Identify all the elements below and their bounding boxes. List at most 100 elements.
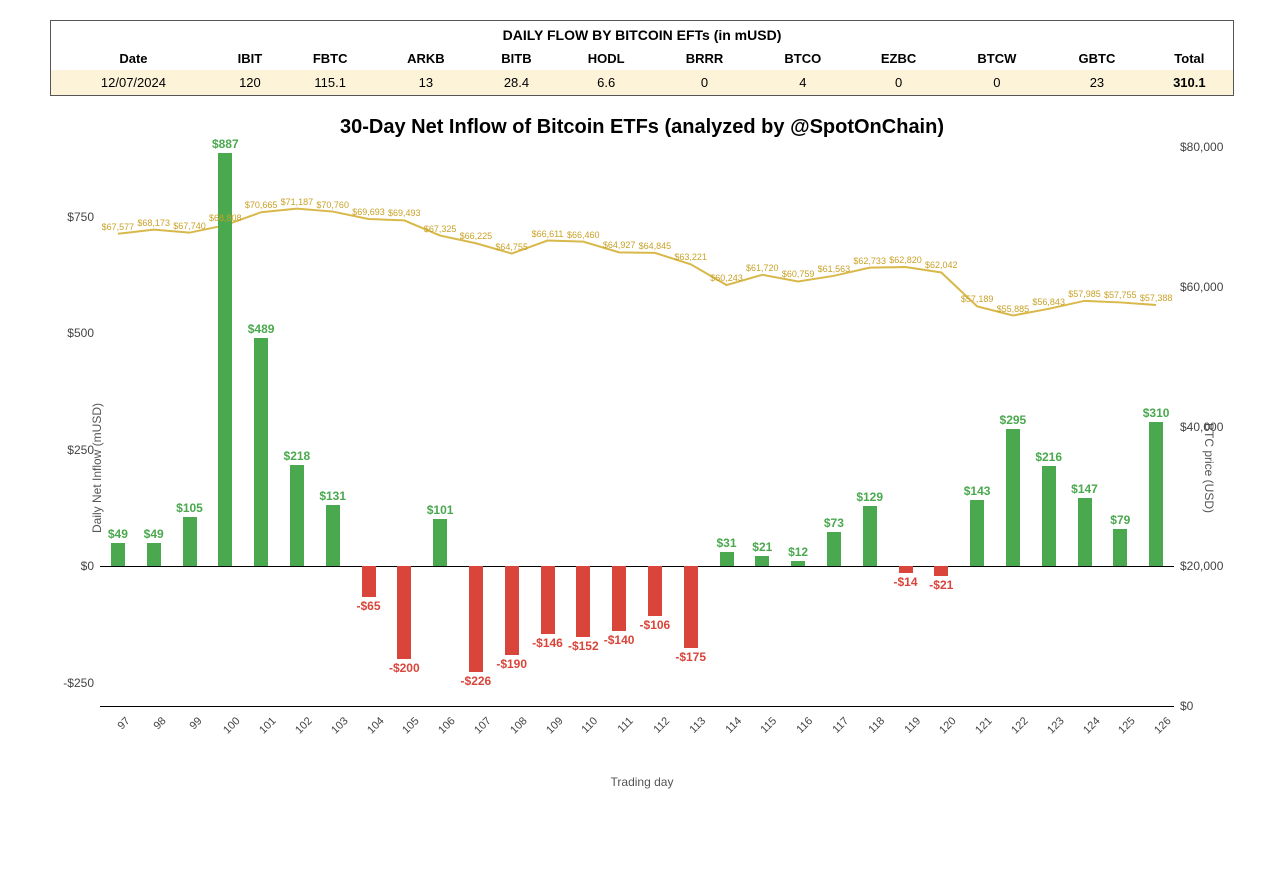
btc-price-label: $68,808 [209,213,242,223]
x-tick: 115 [759,715,780,736]
x-tick: 109 [544,715,565,736]
inflow-bar-label: -$65 [356,599,380,613]
col-arkb: ARKB [376,47,475,70]
table-title: DAILY FLOW BY BITCOIN EFTs (in mUSD) [51,21,1233,47]
inflow-bar-label: $105 [176,501,203,515]
btc-price-label: $56,843 [1032,297,1065,307]
zero-line [100,566,1174,567]
col-btcw: BTCW [946,47,1049,70]
cell-brrr: 0 [655,70,754,95]
y1-tick: $750 [67,210,94,224]
x-tick: 119 [902,715,923,736]
inflow-bar-label: $49 [108,527,128,541]
btc-price-label: $57,985 [1068,289,1101,299]
inflow-bar [791,561,805,567]
x-tick: 97 [115,715,132,732]
inflow-bar-label: -$152 [568,639,599,653]
btc-price-label: $57,189 [961,294,994,304]
col-total: Total [1146,47,1233,70]
btc-price-label: $66,225 [460,231,493,241]
cell-date: 12/07/2024 [51,70,216,95]
inflow-bar-label: $49 [144,527,164,541]
x-tick: 121 [973,715,994,736]
x-tick: 122 [1009,715,1030,736]
inflow-bar [1113,529,1127,566]
inflow-bar-label: -$146 [532,636,563,650]
btc-price-label: $69,493 [388,208,421,218]
inflow-bar-label: $310 [1143,406,1170,420]
x-tick: 112 [651,715,672,736]
inflow-bar [505,566,519,655]
y1-ticks: -$250$0$250$500$750 [40,147,100,707]
btc-price-label: $55,885 [997,304,1030,314]
inflow-bar-label: $73 [824,516,844,530]
btc-price-label: $62,820 [889,255,922,265]
btc-price-label: $66,611 [532,229,564,239]
btc-price-label: $60,759 [782,269,815,279]
inflow-bar-label: -$140 [604,633,635,647]
inflow-bar-label: $489 [248,322,275,336]
x-tick: 110 [580,715,601,736]
inflow-bar [469,566,483,671]
inflow-bar [1078,498,1092,566]
col-btco: BTCO [754,47,851,70]
y2-tick: $40,000 [1180,420,1223,434]
y2-tick: $80,000 [1180,140,1223,154]
x-tick: 125 [1116,715,1137,736]
btc-price-polyline [118,209,1156,316]
x-tick: 102 [293,715,314,736]
inflow-bar-label: -$200 [389,661,420,675]
inflow-bar [1042,466,1056,567]
inflow-bar [1006,429,1020,566]
x-tick: 111 [616,715,636,735]
inflow-bar-label: $147 [1071,482,1098,496]
inflow-bar [827,532,841,566]
cell-btcw: 0 [946,70,1049,95]
inflow-bar [576,566,590,637]
btc-price-label: $57,755 [1104,290,1137,300]
inflow-bar [326,505,340,566]
col-gbtc: GBTC [1048,47,1145,70]
inflow-bar-label: $295 [1000,413,1027,427]
inflow-bar [612,566,626,631]
x-tick: 100 [221,715,242,736]
btc-price-label: $63,221 [674,252,707,262]
inflow-bar [648,566,662,615]
inflow-bar-label: $887 [212,137,239,151]
x-tick: 116 [794,715,815,736]
inflow-bar-label: $12 [788,545,808,559]
cell-ibit: 120 [216,70,284,95]
inflow-bar [684,566,698,648]
y1-tick: $0 [81,559,94,573]
y2-tick: $60,000 [1180,280,1223,294]
inflow-bar [720,552,734,566]
table-header-row: Date IBIT FBTC ARKB BITB HODL BRRR BTCO … [51,47,1233,70]
inflow-bar [290,465,304,567]
chart-plot-area: $49$49$105$887$489$218$131-$65-$200$101-… [100,147,1174,707]
inflow-bar [1149,422,1163,566]
table-row: 12/07/2024 120 115.1 13 28.4 6.6 0 4 0 0… [51,70,1233,95]
inflow-bar-label: -$190 [496,657,527,671]
inflow-bar-label: $218 [284,449,311,463]
inflow-bar [111,543,125,566]
inflow-bar-label: -$106 [640,618,671,632]
x-tick: 120 [937,715,958,736]
y2-ticks: $0$20,000$40,000$60,000$80,000 [1174,147,1244,707]
btc-price-label: $68,173 [137,218,170,228]
flow-table: Date IBIT FBTC ARKB BITB HODL BRRR BTCO … [51,47,1233,95]
x-tick: 108 [508,715,529,736]
x-tick: 101 [257,715,278,736]
cell-gbtc: 23 [1048,70,1145,95]
x-tick: 107 [472,715,493,736]
x-tick: 106 [436,715,457,736]
cell-btco: 4 [754,70,851,95]
inflow-bar [433,519,447,566]
inflow-bar-label: $101 [427,503,454,517]
inflow-bar-label: $79 [1110,513,1130,527]
btc-price-label: $60,243 [710,273,743,283]
btc-price-label: $67,577 [102,222,135,232]
x-tick: 114 [723,715,744,736]
cell-fbtc: 115.1 [284,70,376,95]
btc-price-label: $70,760 [316,200,349,210]
inflow-bar [970,500,984,567]
